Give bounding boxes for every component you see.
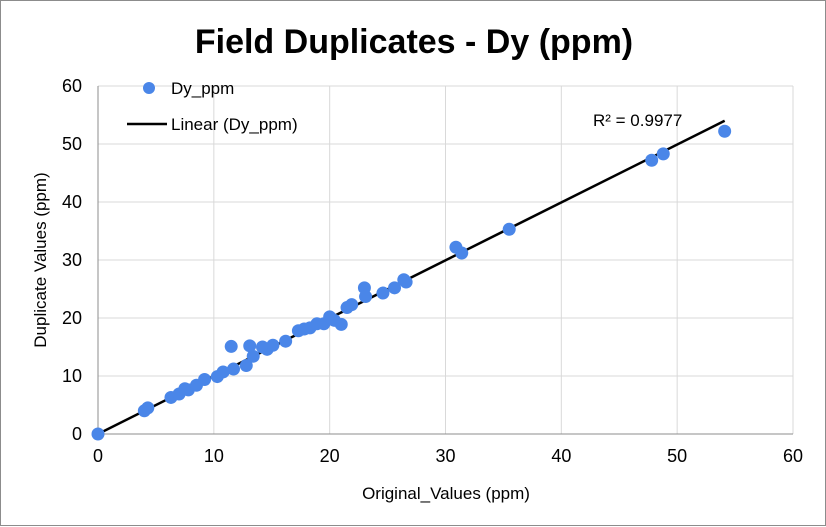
data-point-27 <box>334 317 348 331</box>
legend: Dy_ppm Linear (Dy_ppm) <box>127 79 298 134</box>
data-point-38 <box>502 222 516 236</box>
data-point-39 <box>645 153 659 167</box>
data-point-2 <box>141 401 155 415</box>
x-tick-label-3: 30 <box>435 446 455 466</box>
legend-label-dy-ppm: Dy_ppm <box>171 79 234 98</box>
x-tick-label-2: 20 <box>320 446 340 466</box>
x-tick-label-4: 40 <box>551 446 571 466</box>
data-point-12 <box>227 362 241 376</box>
data-point-0 <box>91 427 105 441</box>
y-tick-label-2: 20 <box>62 308 82 328</box>
data-point-14 <box>243 339 257 353</box>
data-point-8 <box>198 372 212 386</box>
x-tick-label-0: 0 <box>93 446 103 466</box>
data-point-19 <box>279 334 293 348</box>
data-point-37 <box>455 246 469 260</box>
data-point-31 <box>359 290 373 304</box>
y-axis-label: Duplicate Values (ppm) <box>31 172 50 347</box>
data-points <box>91 124 732 441</box>
tick-labels: 0 10 20 30 40 50 60 0 10 20 30 40 50 60 <box>62 76 803 466</box>
chart-title: Field Duplicates - Dy (ppm) <box>195 23 633 61</box>
y-tick-label-6: 60 <box>62 76 82 96</box>
data-point-33 <box>388 281 402 295</box>
data-point-15 <box>246 349 260 363</box>
y-tick-label-4: 40 <box>62 192 82 212</box>
x-tick-label-1: 10 <box>204 446 224 466</box>
x-tick-label-6: 60 <box>783 446 803 466</box>
y-tick-label-3: 30 <box>62 250 82 270</box>
data-point-35 <box>399 275 413 289</box>
data-point-29 <box>345 298 359 312</box>
data-point-41 <box>718 124 732 138</box>
y-tick-label-0: 0 <box>72 424 82 444</box>
data-point-18 <box>266 338 280 352</box>
data-point-10 <box>216 365 230 379</box>
axes <box>97 86 793 435</box>
x-axis-label: Original_Values (ppm) <box>362 484 530 503</box>
data-point-32 <box>376 286 390 300</box>
x-tick-label-5: 50 <box>667 446 687 466</box>
y-tick-label-1: 10 <box>62 366 82 386</box>
r-squared-label: R² = 0.9977 <box>593 111 682 130</box>
data-point-13 <box>239 359 253 373</box>
legend-label-linear: Linear (Dy_ppm) <box>171 115 298 134</box>
data-point-40 <box>656 147 670 161</box>
data-point-11 <box>224 339 238 353</box>
legend-marker-dy-ppm <box>143 82 155 94</box>
y-tick-label-5: 50 <box>62 134 82 154</box>
